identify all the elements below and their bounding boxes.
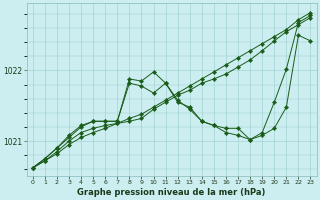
X-axis label: Graphe pression niveau de la mer (hPa): Graphe pression niveau de la mer (hPa) [77, 188, 266, 197]
